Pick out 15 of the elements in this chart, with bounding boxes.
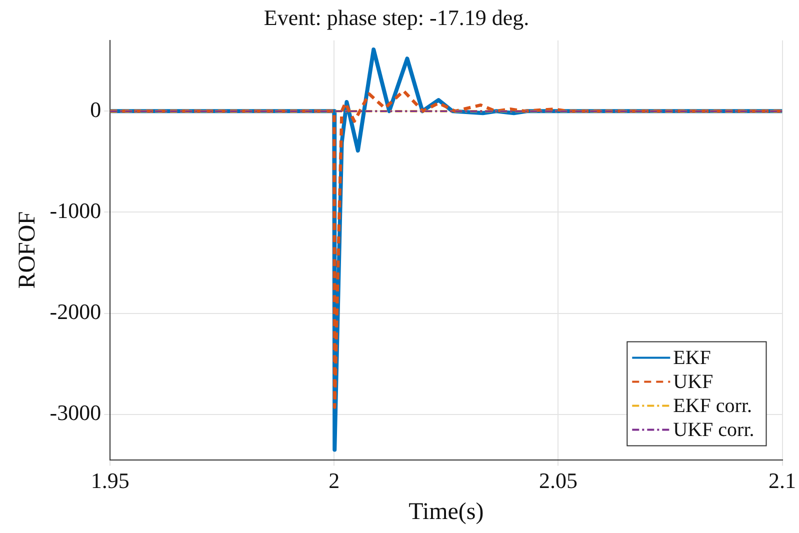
y-axis-title: ROFOF: [14, 211, 41, 289]
legend-label: UKF corr.: [673, 419, 754, 442]
y-tick-label: -3000: [50, 400, 102, 426]
legend-label: UKF: [673, 371, 714, 394]
x-tick-label: 2.1: [768, 468, 796, 493]
y-tick-label: 0: [90, 96, 102, 122]
x-axis-title: Time(s): [408, 498, 484, 525]
x-tick-label: 2.05: [538, 468, 578, 493]
y-tick-label: -2000: [50, 299, 102, 324]
y-tick-label: -1000: [50, 198, 102, 223]
x-tick-label: 1.95: [90, 468, 130, 493]
chart-title: Event: phase step: -17.19 deg.: [264, 4, 530, 30]
legend-label: EKF corr.: [673, 395, 752, 418]
legend-label: EKF: [673, 347, 711, 370]
x-tick-label: 2: [328, 468, 340, 493]
